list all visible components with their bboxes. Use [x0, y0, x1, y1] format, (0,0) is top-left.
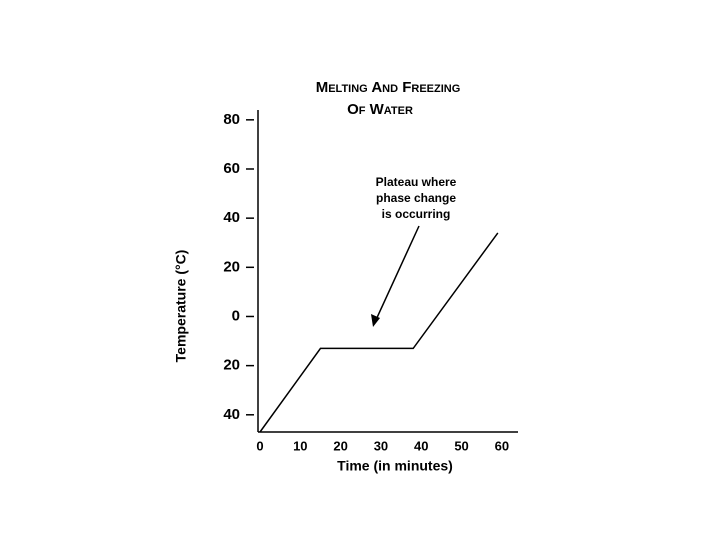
x-tick-label: 50 — [454, 438, 468, 453]
x-tick-label: 10 — [293, 438, 307, 453]
arrow-head — [371, 314, 380, 327]
annotation-arrow — [374, 225, 420, 323]
y-tick-label: 20 — [223, 357, 240, 374]
chart-title: Of Water — [347, 101, 413, 118]
x-tick-label: 20 — [333, 438, 347, 453]
x-tick-label: 30 — [374, 438, 388, 453]
annotation: phase change — [376, 191, 456, 205]
y-tick-label: 80 — [223, 111, 240, 128]
annotation: Plateau where — [376, 175, 457, 189]
x-tick-label: 0 — [256, 438, 263, 453]
y-tick-label: 40 — [223, 406, 240, 423]
annotation: is occurring — [382, 207, 451, 221]
data-line — [259, 232, 499, 433]
y-tick-label: 60 — [223, 160, 240, 177]
x-tick-label: 60 — [495, 438, 509, 453]
y-tick-label: 0 — [232, 307, 240, 324]
x-axis-label: Time (in minutes) — [337, 458, 453, 474]
y-axis-label: Temperature (°C) — [173, 250, 189, 363]
chart-title: Melting And Freezing — [316, 79, 461, 96]
y-tick-label: 40 — [223, 209, 240, 226]
y-tick-label: 20 — [223, 258, 240, 275]
x-tick-label: 40 — [414, 438, 428, 453]
